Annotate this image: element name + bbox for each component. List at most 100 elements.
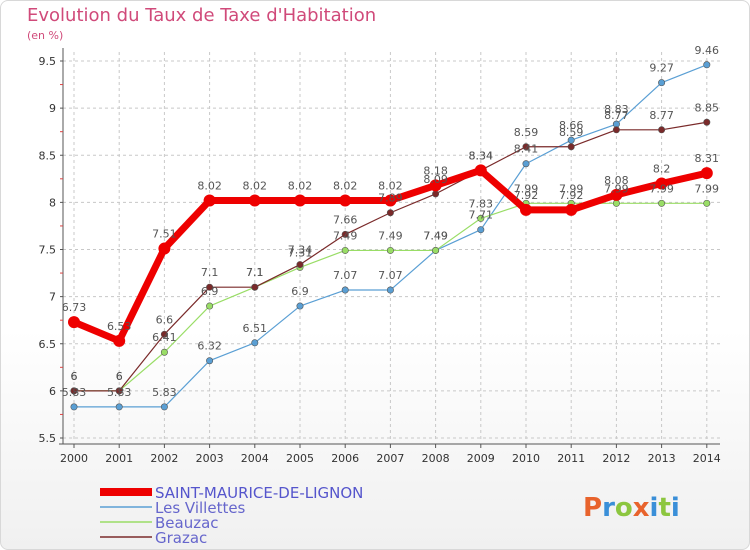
x-tick-label-2004: 2004 bbox=[241, 452, 269, 465]
data-point-2004 bbox=[248, 194, 261, 207]
x-tick-label-2001: 2001 bbox=[105, 452, 133, 465]
data-label-2007: 7.07 bbox=[378, 269, 403, 282]
data-label-2000: 6.73 bbox=[62, 301, 87, 314]
data-point-2008 bbox=[429, 179, 442, 192]
data-label-2009: 7.83 bbox=[469, 197, 494, 210]
data-label-2006: 7.07 bbox=[333, 269, 358, 282]
data-label-2001: 6 bbox=[116, 370, 123, 383]
data-label-2007: 8.02 bbox=[378, 179, 403, 192]
data-label-2011: 8.59 bbox=[559, 126, 584, 139]
data-label-2012: 8.77 bbox=[604, 109, 629, 122]
legend-label: Les Villettes bbox=[155, 499, 246, 517]
data-label-2003: 6.32 bbox=[197, 340, 222, 353]
x-tick-label-2008: 2008 bbox=[422, 452, 450, 465]
data-label-2013: 8.77 bbox=[649, 109, 674, 122]
data-label-2005: 7.31 bbox=[288, 246, 313, 259]
data-label-2009: 8.34 bbox=[469, 149, 494, 162]
data-point-2008 bbox=[432, 190, 440, 198]
data-label-2008: 8.09 bbox=[423, 173, 448, 186]
data-label-2008: 7.49 bbox=[423, 229, 448, 242]
series-les-villettes bbox=[70, 61, 711, 411]
data-label-2003: 7.1 bbox=[201, 266, 219, 279]
data-point-2014 bbox=[703, 118, 711, 126]
data-point-2002 bbox=[160, 403, 168, 411]
x-tick-label-2014: 2014 bbox=[693, 452, 721, 465]
y-tick-label: 9 bbox=[49, 102, 56, 115]
data-point-2000 bbox=[70, 403, 78, 411]
data-label-2000: 5.83 bbox=[62, 386, 87, 399]
x-tick-label-2000: 2000 bbox=[60, 452, 88, 465]
y-tick-label: 8.5 bbox=[39, 149, 57, 162]
data-label-2014: 9.46 bbox=[695, 44, 720, 57]
data-label-2010: 7.92 bbox=[514, 189, 539, 202]
data-point-2002 bbox=[160, 348, 168, 356]
data-label-2001: 5.83 bbox=[107, 386, 132, 399]
data-point-2005 bbox=[296, 261, 304, 269]
data-point-2002 bbox=[158, 242, 171, 255]
data-label-2008: 7.49 bbox=[423, 229, 448, 242]
data-point-2006 bbox=[341, 286, 349, 294]
data-label-2006: 8.02 bbox=[333, 179, 358, 192]
data-point-2009 bbox=[477, 226, 485, 234]
data-point-2012 bbox=[610, 188, 623, 201]
legend-label: SAINT-MAURICE-DE-LIGNON bbox=[155, 484, 363, 502]
data-point-2000 bbox=[68, 316, 80, 329]
data-label-2003: 6.9 bbox=[201, 285, 219, 298]
data-label-2014: 7.99 bbox=[695, 182, 720, 195]
data-point-2014 bbox=[700, 167, 713, 180]
data-point-2009 bbox=[477, 214, 485, 222]
data-point-2007 bbox=[386, 286, 394, 294]
data-label-2013: 8.2 bbox=[653, 163, 671, 176]
legend-label: Grazac bbox=[155, 529, 207, 547]
data-label-2002: 6.41 bbox=[152, 331, 177, 344]
data-label-2013: 7.99 bbox=[649, 182, 674, 195]
data-label-2011: 7.92 bbox=[559, 189, 584, 202]
data-label-2014: 8.85 bbox=[695, 101, 720, 114]
data-label-2000: 6 bbox=[71, 370, 78, 383]
data-label-2003: 8.02 bbox=[197, 179, 222, 192]
data-point-2003 bbox=[203, 194, 216, 207]
data-point-2007 bbox=[384, 194, 397, 207]
data-point-2004 bbox=[251, 339, 259, 347]
data-label-2010: 7.99 bbox=[514, 182, 539, 195]
data-label-2005: 6.9 bbox=[291, 285, 309, 298]
data-labels: 5.83 5.83 5.83 6.32 6.51 6.9 7.07 7.07 7.49 7.71 8… bbox=[62, 44, 719, 399]
data-point-2001 bbox=[113, 334, 126, 347]
data-point-2012 bbox=[612, 126, 620, 134]
x-tick-label-2010: 2010 bbox=[512, 452, 540, 465]
y-tick-label: 9.5 bbox=[39, 55, 57, 68]
data-label-2004: 7.1 bbox=[246, 266, 264, 279]
data-point-2007 bbox=[386, 209, 394, 217]
data-label-2011: 7.99 bbox=[559, 182, 584, 195]
data-point-2006 bbox=[341, 246, 349, 254]
data-label-2009: 7.71 bbox=[469, 209, 494, 222]
data-point-2013 bbox=[658, 126, 666, 134]
data-label-2002: 7.51 bbox=[152, 228, 177, 241]
data-point-2006 bbox=[339, 194, 352, 207]
data-point-2013 bbox=[655, 177, 668, 190]
x-tick-label-2007: 2007 bbox=[376, 452, 404, 465]
series-lines bbox=[68, 61, 713, 411]
data-point-2006 bbox=[341, 230, 349, 238]
y-tick-label: 6 bbox=[49, 385, 56, 398]
data-point-2010 bbox=[522, 160, 530, 168]
data-label-2010: 8.59 bbox=[514, 126, 539, 139]
data-point-2005 bbox=[296, 302, 304, 310]
data-point-2014 bbox=[703, 199, 711, 207]
x-tick-label-2013: 2013 bbox=[648, 452, 676, 465]
data-label-2004: 7.1 bbox=[246, 266, 264, 279]
data-label-2007: 7.89 bbox=[378, 192, 403, 205]
data-point-2013 bbox=[658, 79, 666, 87]
data-point-2003 bbox=[206, 283, 214, 291]
data-point-2014 bbox=[703, 61, 711, 69]
legend-label: Beauzac bbox=[155, 514, 219, 532]
chart-subtitle: (en %) bbox=[27, 29, 64, 42]
data-point-2012 bbox=[612, 199, 620, 207]
data-label-2014: 8.31 bbox=[695, 152, 720, 165]
data-label-2006: 7.49 bbox=[333, 229, 358, 242]
data-label-2010: 8.41 bbox=[514, 143, 539, 156]
data-label-2004: 6.51 bbox=[243, 322, 268, 335]
